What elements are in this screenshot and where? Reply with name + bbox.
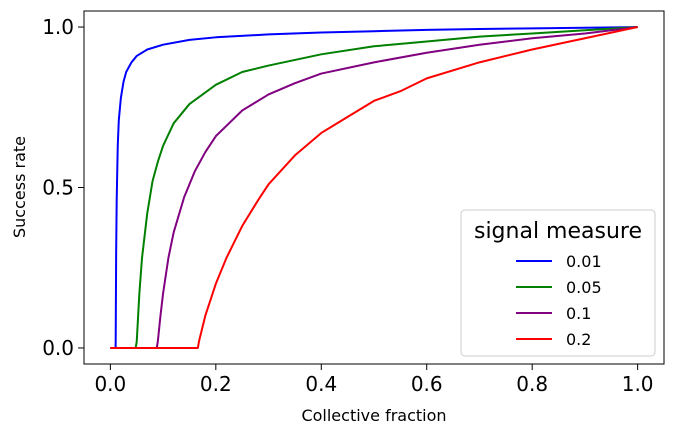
legend-box bbox=[460, 209, 656, 357]
x-axis-label: Collective fraction bbox=[301, 406, 446, 425]
legend: signal measure 0.01 0.05 0.1 0.2 bbox=[460, 209, 656, 357]
x-tick-label: 0.2 bbox=[200, 372, 232, 396]
legend-label: 0.01 bbox=[566, 252, 602, 271]
y-axis-label: Success rate bbox=[10, 136, 29, 238]
series-layer bbox=[110, 26, 638, 349]
x-axis: 0.0 0.2 0.4 0.6 0.8 1.0 bbox=[94, 364, 654, 396]
y-axis: 0.0 0.5 1.0 bbox=[42, 15, 84, 360]
x-tick-label: 0.8 bbox=[516, 372, 548, 396]
x-tick-label: 0.6 bbox=[411, 372, 443, 396]
series-line-0.05 bbox=[110, 26, 638, 349]
x-tick-label: 0.0 bbox=[94, 372, 126, 396]
y-tick-label: 0.0 bbox=[42, 336, 74, 360]
x-tick-label: 0.4 bbox=[305, 372, 337, 396]
legend-title: signal measure bbox=[474, 219, 642, 244]
x-tick-label: 1.0 bbox=[622, 372, 654, 396]
legend-label: 0.1 bbox=[566, 304, 591, 323]
series-line-0.01 bbox=[110, 26, 638, 349]
series-line-0.1 bbox=[110, 26, 638, 349]
series-line-0.2 bbox=[110, 26, 638, 349]
y-tick-label: 1.0 bbox=[42, 15, 74, 39]
legend-items: 0.01 0.05 0.1 0.2 bbox=[516, 252, 602, 349]
y-tick-label: 0.5 bbox=[42, 176, 74, 200]
legend-label: 0.2 bbox=[566, 330, 591, 349]
legend-label: 0.05 bbox=[566, 278, 602, 297]
